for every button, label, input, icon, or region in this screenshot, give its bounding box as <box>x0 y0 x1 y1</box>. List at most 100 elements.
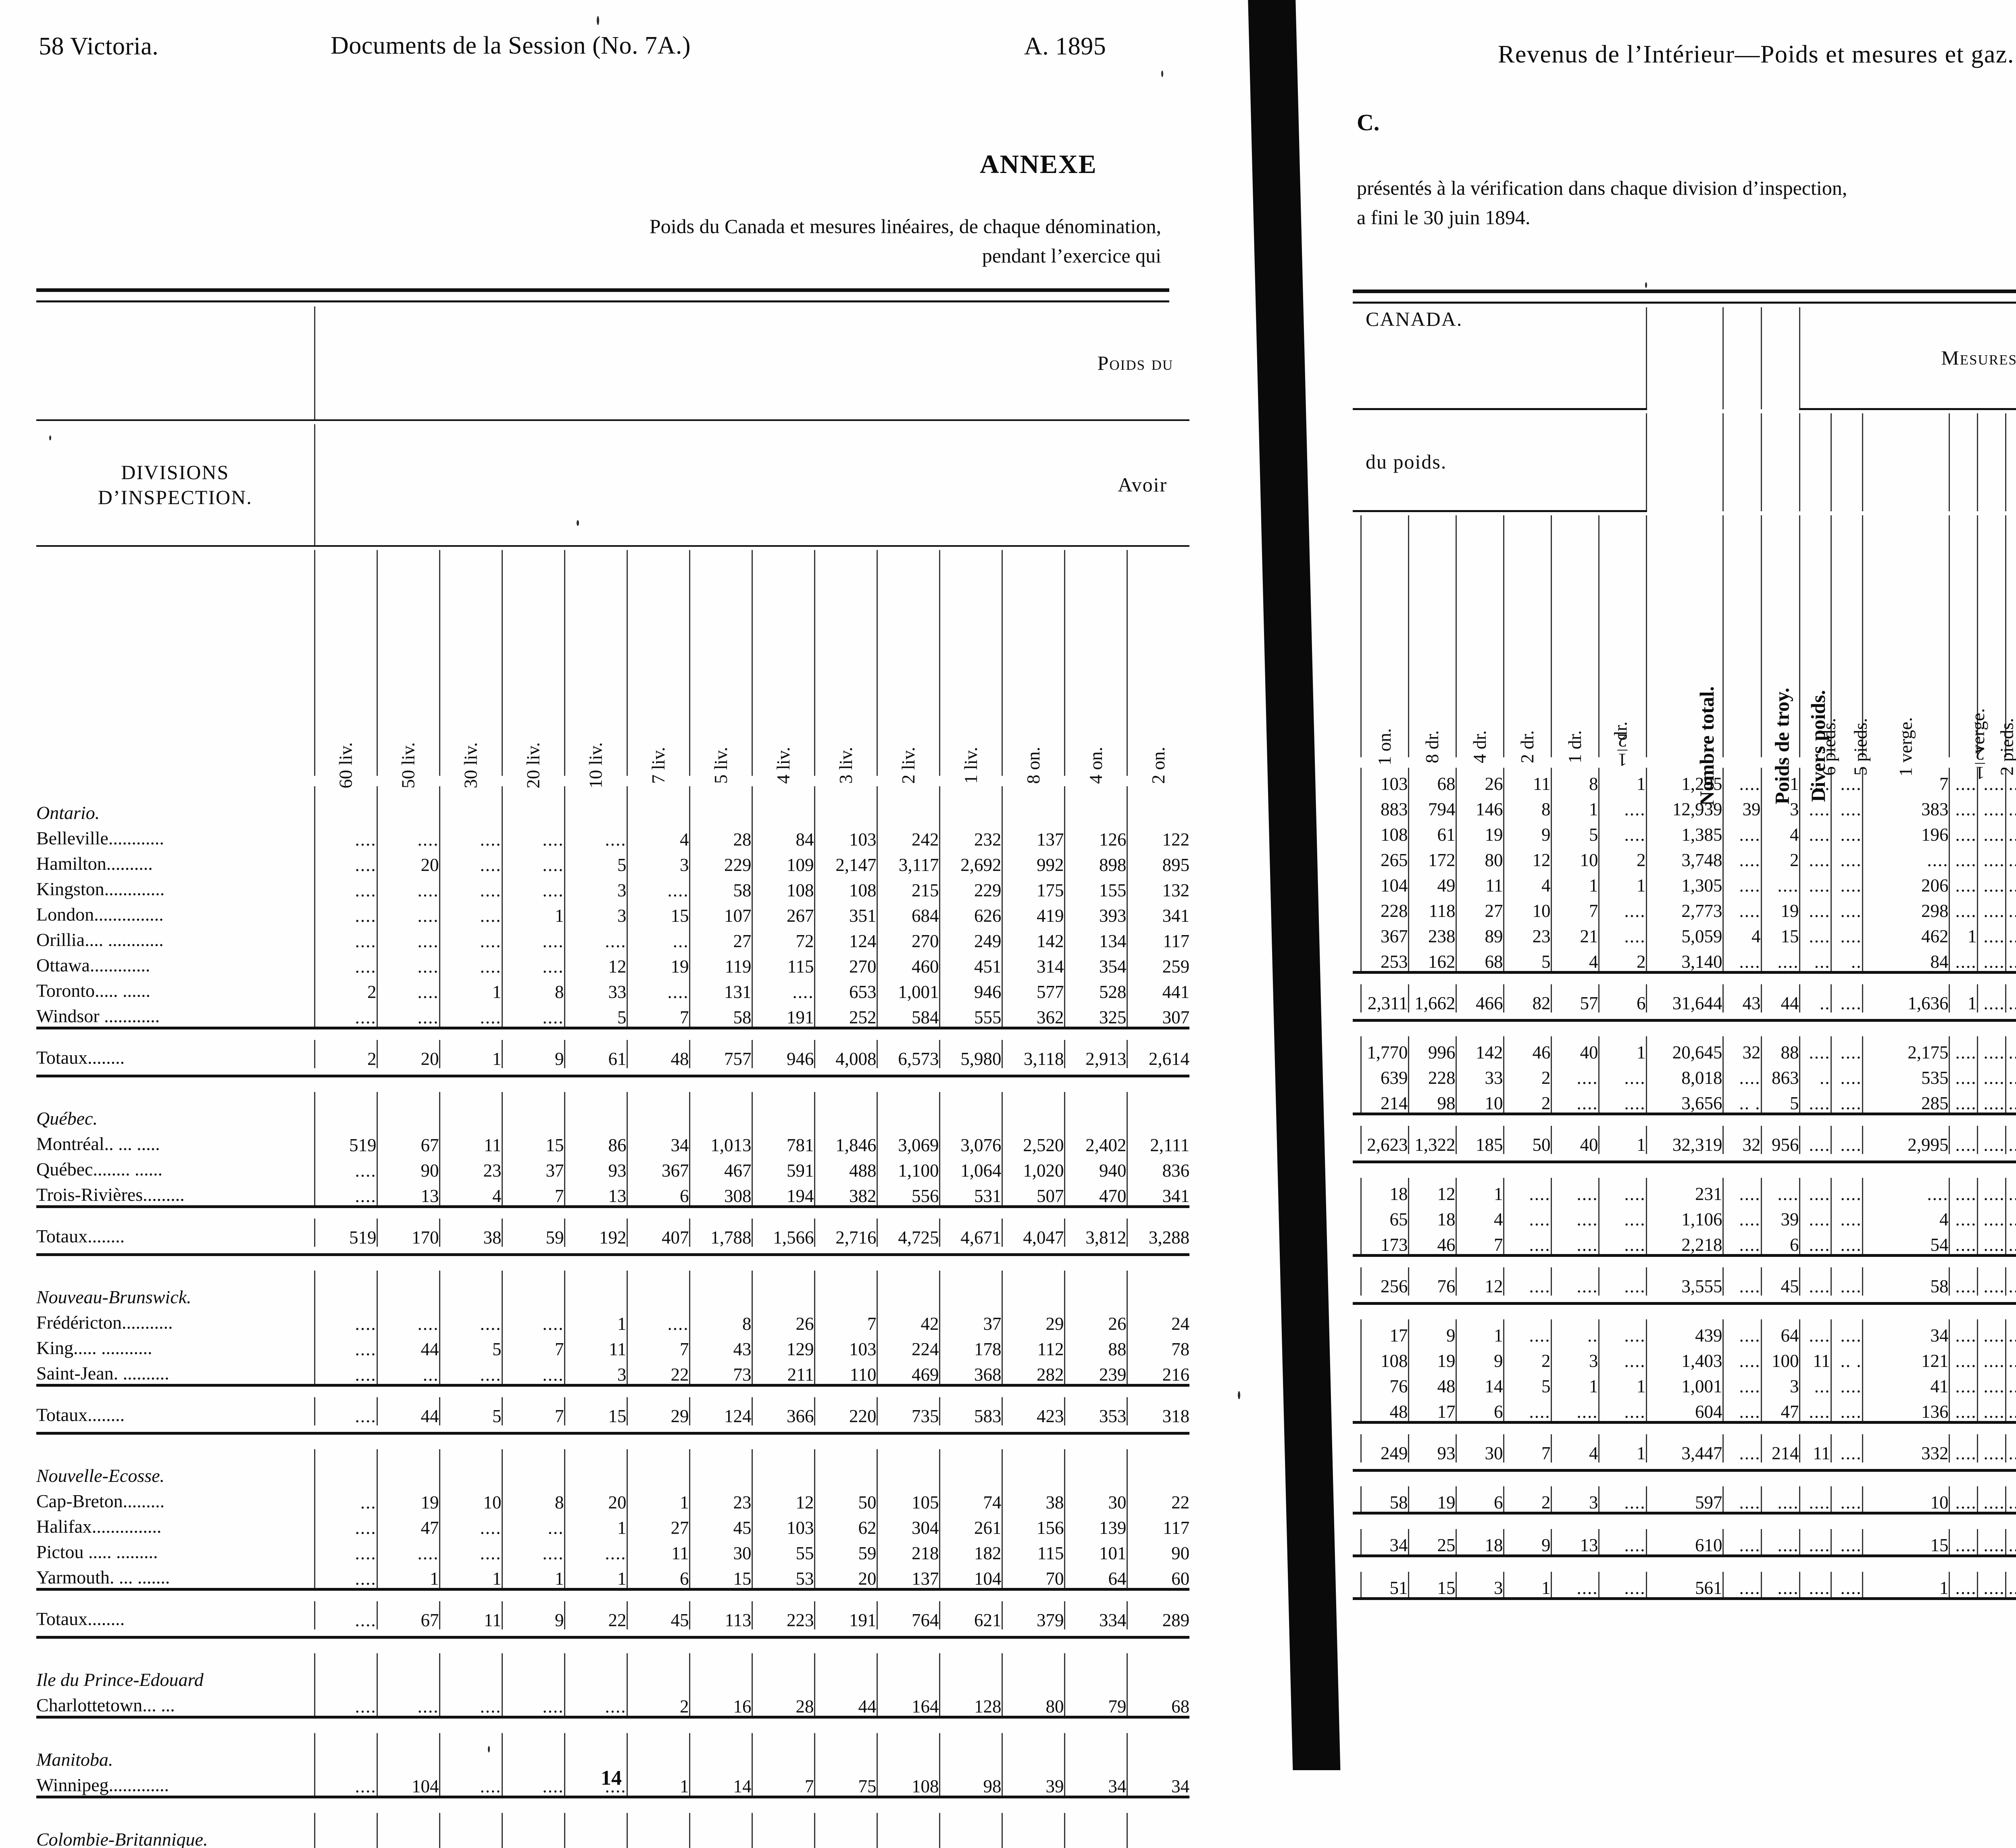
province-spacer <box>626 1092 689 1129</box>
cell-4 liv.: 84 <box>751 823 814 849</box>
province-spacer <box>939 1653 1002 1690</box>
sub-header-spacer <box>1645 413 1723 511</box>
cell-8 on.: 577 <box>1001 976 1064 1001</box>
province-spacer <box>1001 786 1064 823</box>
cell-½ dr.: .... <box>1598 895 1647 920</box>
totals-label: Totaux........ <box>36 1226 125 1246</box>
rule-gap <box>1799 511 1831 516</box>
cell-1 pied.: .... <box>2005 844 2016 869</box>
cell-2 liv.: 164 <box>876 1690 939 1717</box>
sub-header-spacer <box>1760 413 1800 511</box>
province-spacer <box>939 786 1002 823</box>
cell-3 liv.: 270 <box>814 950 877 976</box>
cell-6 pieds.: .... <box>1799 920 1831 946</box>
cell-1 pied.: .... <box>2005 1036 2016 1062</box>
cell-4 liv.: 115 <box>751 950 814 976</box>
cell-5 pieds.: .... <box>1830 1087 1863 1114</box>
cell-½ dr.: .... <box>1598 1319 1647 1345</box>
total-Nombre total.: 31,644 <box>1645 984 1723 1013</box>
cell-Poids de troy.: .... <box>1722 1396 1762 1423</box>
total-3 liv.: 220 <box>814 1397 877 1425</box>
cell-2 pieds.: .... <box>1976 1529 2006 1556</box>
cell-5 liv.: 15 <box>689 1563 752 1590</box>
total-2 on.: 289 <box>1126 1601 1190 1629</box>
stub-header-line-2: D’INSPECTION. <box>98 486 252 508</box>
rule-gap <box>1761 511 1799 516</box>
cell-50 liv.: .... <box>376 1308 439 1333</box>
cell-8 dr.: 228 <box>1408 1062 1456 1087</box>
province-label-5: Manitoba. <box>36 1749 113 1770</box>
total-4 on.: 353 <box>1064 1397 1127 1425</box>
cell-1 verge.: 206 <box>1862 869 1949 895</box>
cell-8 on.: 137 <box>1001 823 1064 849</box>
spacer-row <box>36 1081 1189 1092</box>
cell-1 pied.: .... <box>2005 1345 2016 1370</box>
section-rule <box>36 545 1190 550</box>
province-spacer <box>814 1733 877 1770</box>
province-heading-row: Nouveau-Brunswick. <box>36 1271 1190 1308</box>
cell-60 liv.: .... <box>314 1180 377 1207</box>
cell-1 pied.: .... <box>2005 768 2016 793</box>
cell-30 liv.: 11 <box>439 1129 502 1154</box>
cell-8 dr.: 19 <box>1408 1345 1456 1370</box>
table-row: 253 162 68 5 4 2 3,140............. 84.........… <box>1353 946 2016 973</box>
cell-5 liv.: 1,013 <box>689 1129 752 1154</box>
cell-3 liv.: 103 <box>814 1333 877 1358</box>
cell-60 liv.: .... <box>314 1333 377 1358</box>
cell-2 on.: 259 <box>1126 950 1190 976</box>
cell-10 liv.: 86 <box>564 1129 627 1154</box>
cell-7 liv.: 6 <box>626 1563 689 1590</box>
cell-30 liv.: .... <box>439 1358 502 1385</box>
province-spacer <box>626 1813 689 1848</box>
row-label: Cap-Breton......... <box>36 1491 165 1511</box>
cell-4 on.: 30 <box>1064 1486 1127 1512</box>
cell-5 pieds.: .... <box>1830 1572 1863 1599</box>
cell-Divers poids.: .... <box>1760 1486 1800 1513</box>
row-label: Halifax............... <box>36 1516 162 1537</box>
cell-Divers poids.: .... <box>1760 1178 1800 1203</box>
cell-6 pieds.: .. <box>1799 1062 1831 1087</box>
cell-2 liv.: 242 <box>876 823 939 849</box>
province-spacer <box>876 1092 939 1129</box>
cell-Nombre total.: 604 <box>1645 1396 1723 1423</box>
cell-50 liv.: 1 <box>376 1563 439 1590</box>
totals-row: 249 93 30 7 4 1 3,447.... 214 11.... 332.........… <box>1353 1434 2016 1463</box>
cell-Nombre total.: 610 <box>1645 1529 1723 1556</box>
cell-1 verge.: 462 <box>1862 920 1949 946</box>
row-label: Orillia.... ............ <box>36 929 164 950</box>
column-header-4-liv: 4 liv. <box>751 550 814 784</box>
cell-1 on.: 17 <box>1360 1319 1408 1345</box>
cell-8 dr.: 12 <box>1408 1178 1456 1203</box>
row-label: Belleville............ <box>36 828 164 848</box>
cell-Divers poids.: 1 <box>1760 768 1800 793</box>
province-spacer <box>876 786 939 823</box>
cell-2 liv.: 3,069 <box>876 1129 939 1154</box>
cell-60 liv.: .... <box>314 1001 377 1028</box>
cell-1 verge.: 121 <box>1862 1345 1949 1370</box>
province-spacer <box>939 1813 1002 1848</box>
column-header-30-liv: 30 liv. <box>439 550 502 788</box>
table-row: Ottawa............................. 12 19 1… <box>36 950 1190 976</box>
caption-line-1: présentés à la vérification dans chaque … <box>1357 177 1847 199</box>
cell-1 dr.: .... <box>1550 1229 1599 1256</box>
cell-3 liv.: 124 <box>814 925 877 950</box>
cell-20 liv.: .... <box>501 823 564 849</box>
left-page: 58 Victoria. Documents de la Session (No… <box>36 32 1190 1848</box>
cell-4 liv.: 7 <box>751 1770 814 1797</box>
total-Nombre total.: 3,555 <box>1645 1267 1723 1296</box>
cell-6 pieds.: .... <box>1799 1087 1831 1114</box>
cell-1 pied.: .... <box>2005 1319 2016 1345</box>
row-label: Saint-Jean. .......... <box>36 1363 169 1383</box>
cell-2 liv.: 556 <box>876 1180 939 1207</box>
cell-2 on.: 341 <box>1126 1180 1190 1207</box>
province-spacer <box>751 1653 814 1690</box>
cell-2 on.: 2,111 <box>1126 1129 1190 1154</box>
cell-5 liv.: 467 <box>689 1154 752 1180</box>
province-spacer <box>626 1733 689 1770</box>
province-spacer <box>439 786 502 823</box>
cell-1 pied.: .... <box>2005 1203 2016 1229</box>
column-header-label: 8 dr. <box>1422 730 1442 763</box>
cell-Poids de troy.: .... <box>1722 1370 1762 1396</box>
cell-5 liv.: 14 <box>689 1770 752 1797</box>
column-header-label: 20 liv. <box>523 742 544 789</box>
